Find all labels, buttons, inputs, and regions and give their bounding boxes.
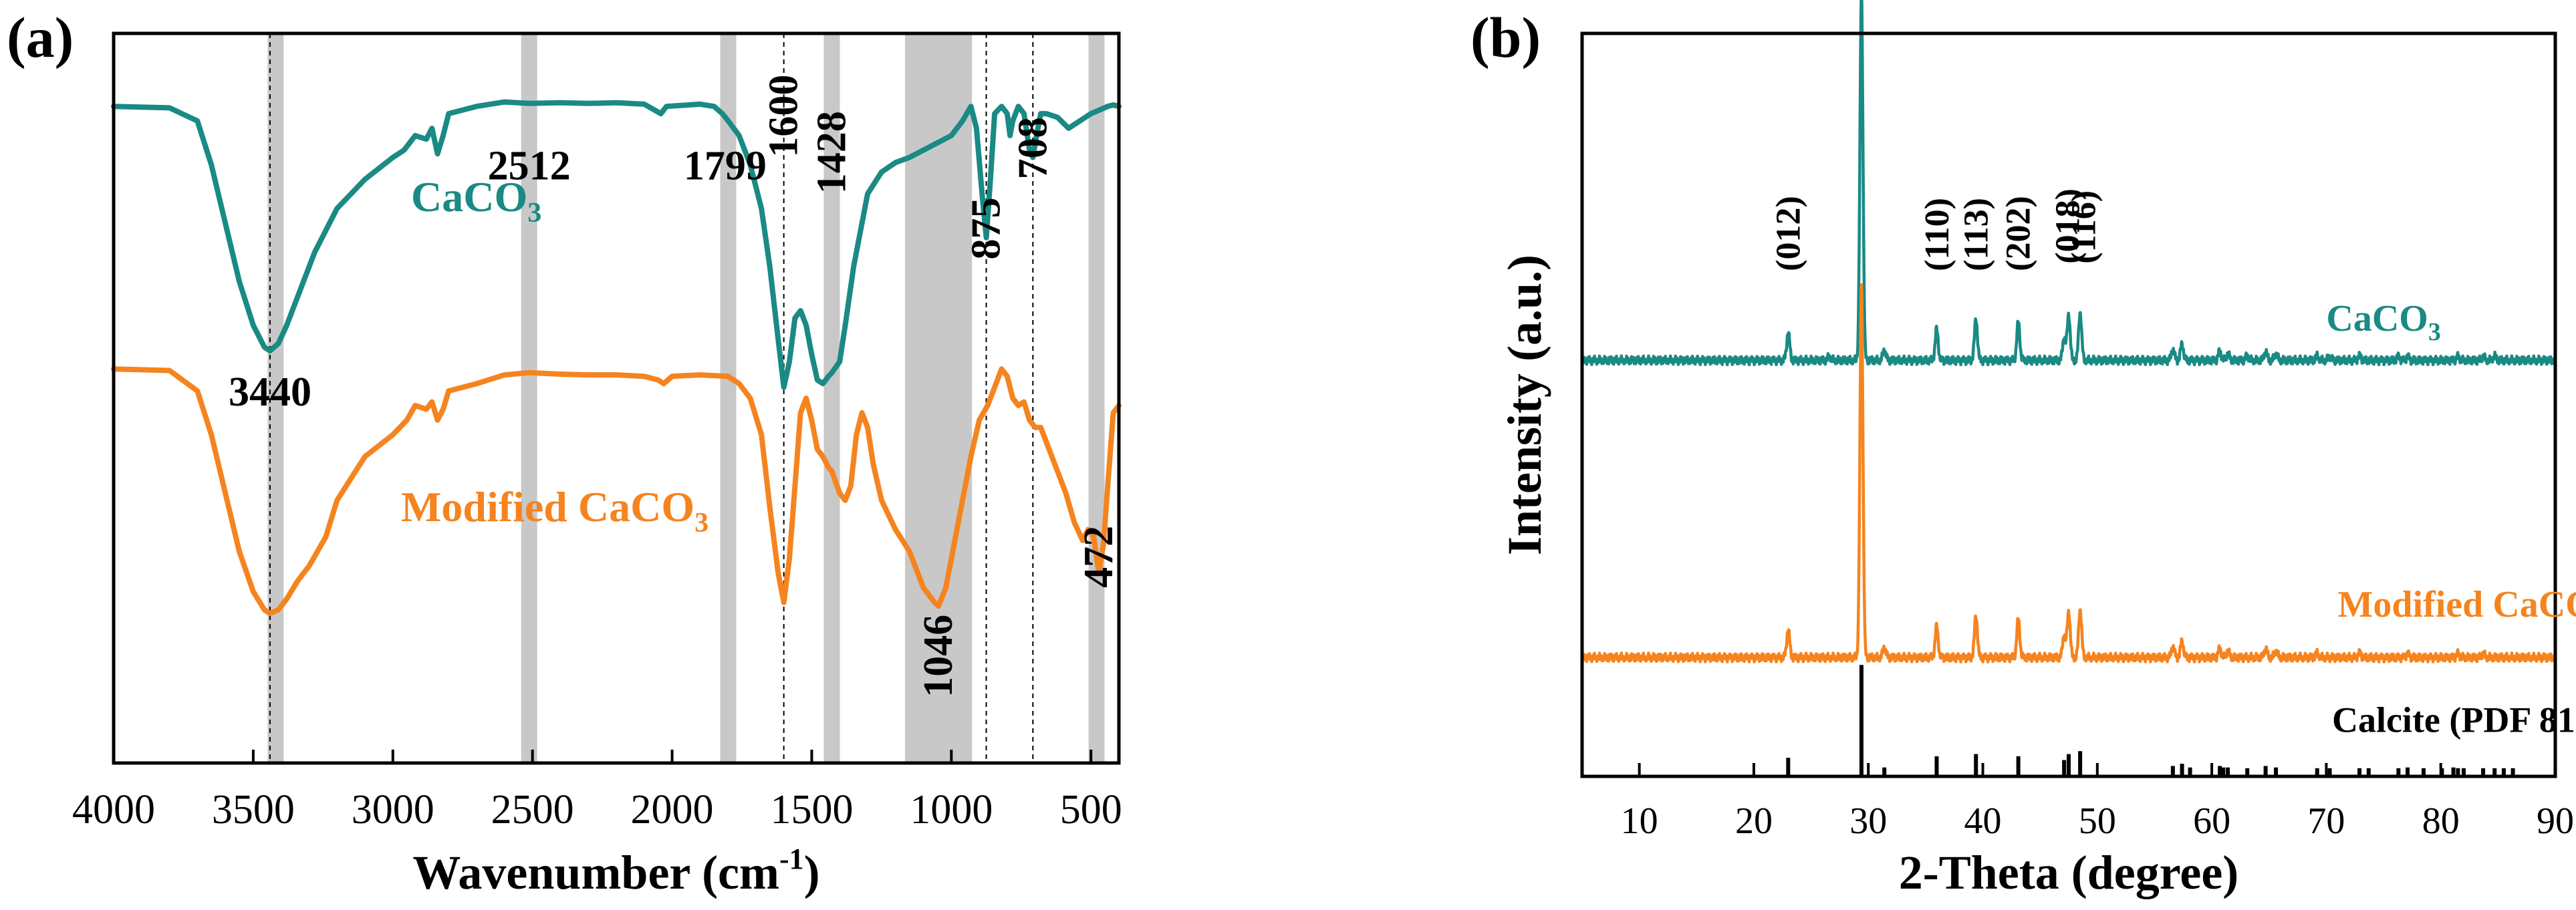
x-axis-title-a-text: Wavenumber (cm [412,846,779,899]
absorption-bands [267,33,1105,763]
x-tick-label: 70 [2307,800,2345,842]
x-tick-label: 90 [2537,800,2574,842]
series-label-modified-caco3: Modified CaCO3 [401,483,709,539]
peak-annotation-1799: 1799 [684,143,767,188]
x-ticks-b: 10 20 30 40 50 60 70 80 90 [1621,763,2574,842]
peak-annotation-3440: 3440 [229,369,311,415]
x-tick-label: 500 [1060,787,1122,832]
series-line-caco3 [111,99,1122,390]
miller-index-label: (116) [2065,190,2103,264]
xrd-label-calcite-reference: Calcite (PDF 81-2027) [2332,700,2576,740]
panel-label-a: (a) [7,5,74,69]
peak-annotation-1600: 1600 [761,75,807,158]
peak-annotation-1428: 1428 [809,111,855,194]
xrd-label-modified-caco3: Modified CaCO3 [2338,584,2576,632]
x-tick-label: 10 [1621,800,1658,842]
peak-annotation-875: 875 [964,198,1009,260]
x-axis-title-a-end: ) [804,846,820,899]
x-tick-label: 2500 [491,787,574,832]
series-label-caco3: CaCO3 [411,173,541,229]
x-ticks-a: 4000 3500 3000 2500 2000 1500 1000 500 [72,750,1122,832]
absorption-band [521,33,537,763]
x-tick-label: 30 [1849,800,1887,842]
x-tick-label: 1000 [910,787,993,832]
series-label-caco3-main: CaCO [411,173,527,220]
xrd-label-modified-main: Modified CaCO [2338,584,2576,625]
series-label-caco3-sub: 3 [527,198,541,229]
absorption-band [1088,33,1105,763]
miller-index-label: (012) [1769,196,1807,271]
x-axis-title-a-sup: -1 [779,843,804,875]
miller-index-label: (110) [1918,198,1956,271]
xrd-series [1580,0,2557,778]
absorption-band [720,33,737,763]
x-tick-label: 1500 [770,787,853,832]
peak-annotation-1046: 1046 [916,615,961,698]
x-tick-label: 3500 [212,787,295,832]
axes-frame-a [112,31,1121,765]
xrd-pattern-caco3 [1580,0,2557,367]
x-tick-label: 20 [1735,800,1773,842]
series-label-modified-sub: 3 [694,508,709,539]
ftir-series [111,99,1122,617]
xrd-label-caco3: CaCO3 [2326,298,2440,346]
series-label-modified-main: Modified CaCO [401,483,694,530]
peak-annotation-2512: 2512 [488,143,571,188]
miller-index-label: (202) [2000,196,2038,271]
miller-index-label: (018) [2049,188,2087,264]
series-line-modified-caco3 [111,366,1122,617]
x-tick-label: 2000 [631,787,714,832]
xrd-pattern-modified-caco3 [1580,283,2557,663]
panel-label-b: (b) [1470,5,1541,69]
x-tick-label: 40 [1964,800,2002,842]
axes-frame-b [1580,31,2557,778]
absorption-band [823,33,840,763]
y-axis-title-b: Intensity (a.u.) [1498,255,1551,555]
peak-annotation-708: 708 [1010,117,1055,179]
x-axis-title-a: Wavenumber (cm-1) [412,843,819,899]
x-tick-label: 80 [2422,800,2460,842]
x-tick-label: 4000 [72,787,155,832]
miller-index-label: (113) [1957,198,1995,271]
xrd-label-caco3-main: CaCO [2326,298,2428,339]
x-tick-label: 50 [2079,800,2116,842]
peak-annotation-472: 472 [1076,526,1122,588]
x-tick-label: 3000 [352,787,434,832]
panel-a-ftir-chart: 4000 3500 3000 2500 2000 1500 1000 500 3440 2512… [7,5,1122,899]
x-axis-title-b: 2-Theta (degree) [1899,846,2239,899]
xrd-label-caco3-sub: 3 [2428,318,2441,346]
miller-index-labels: (012)(104)(110)(113)(202)(018)(116) [1769,188,2103,271]
x-tick-label: 60 [2193,800,2230,842]
